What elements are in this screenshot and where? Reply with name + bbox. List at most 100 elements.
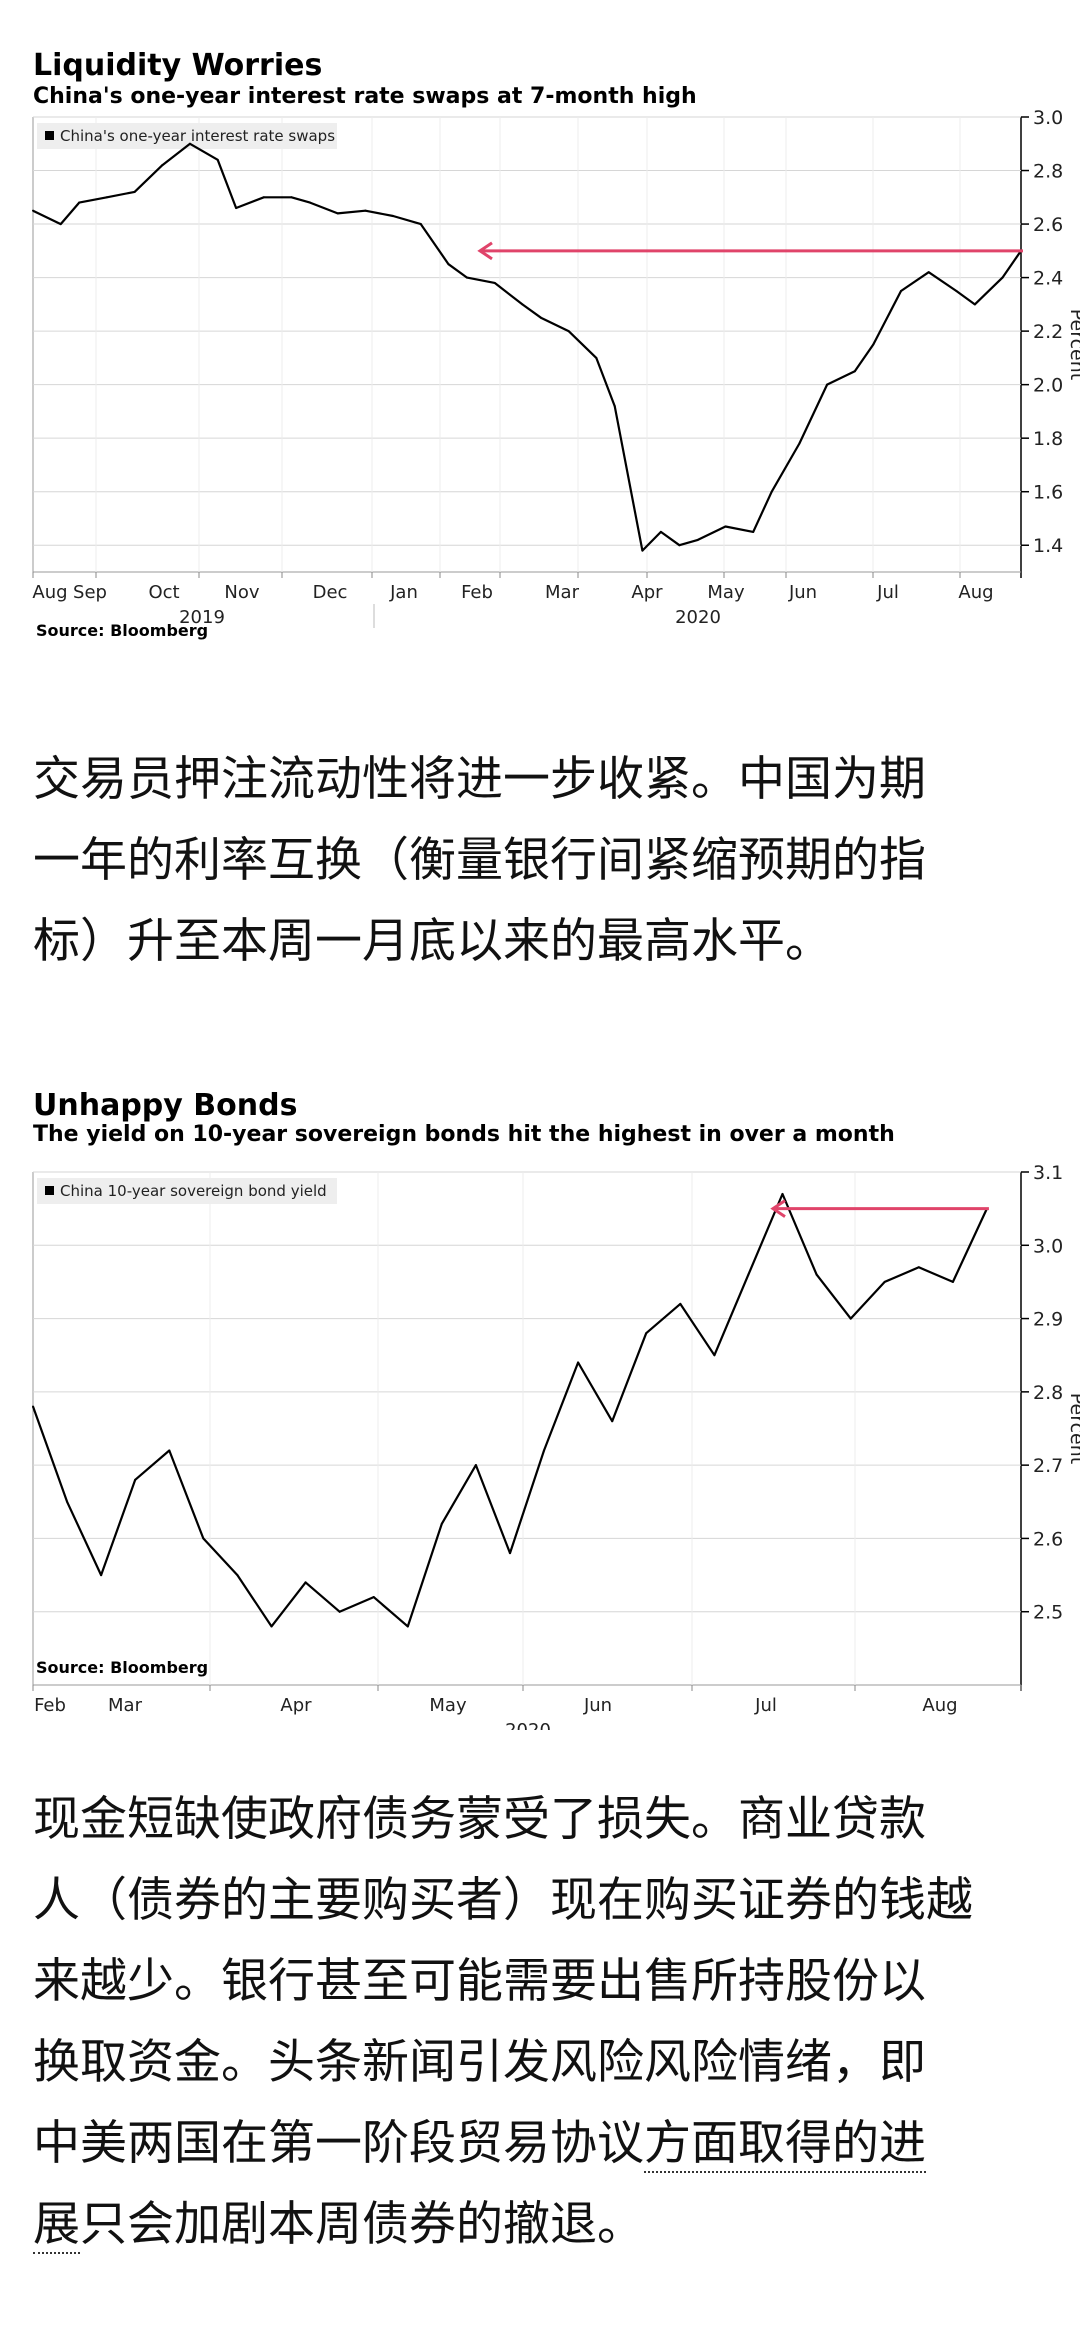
legend-label: China's one-year interest rate swaps [60,127,335,145]
paragraph-text: 中美两国在第一阶段贸易协议 [33,2116,644,2171]
x-tick-label: Sep [73,582,107,603]
paragraph-line: 交易员押注流动性将进一步收紧。中国为期 [33,752,926,807]
paragraph-line: 换取资金。头条新闻引发风险风险情绪，即 [33,2035,926,2090]
x-tick-label: Jul [754,1695,777,1716]
y-tick-label: 3.0 [1033,1235,1063,1257]
x-tick-label: Apr [280,1695,312,1716]
data-point [798,442,801,445]
y-tick-label: 2.9 [1033,1309,1063,1331]
chart-title: Liquidity Worries [33,48,323,83]
y-tick-label: 3.0 [1033,110,1063,129]
article-link[interactable]: 方面取得的进 [644,2116,926,2173]
data-point [493,281,496,284]
data-point [235,207,238,209]
paragraph-line: 展只会加剧本周债券的撤退。 [33,2193,1080,2257]
y-tick-label: 3.1 [1033,1162,1063,1184]
x-tick-label: Apr [631,582,663,603]
data-point [474,1464,477,1467]
y-tick-label: 2.4 [1033,268,1063,290]
paragraph-line: 一年的利率互换（衡量银行间紧缩预期的指 [33,833,926,888]
data-point [659,530,662,533]
x-year-label: 2019 [179,607,225,628]
y-tick-label: 2.7 [1033,1455,1063,1477]
chart-plot-bonds: 3.1 3.0 2.9 2.8 2.7 2.6 2.5 Feb Mar Apr May Jun Jul A… [31,1162,1080,1730]
data-point [262,196,265,199]
data-point [849,1317,852,1320]
x-tick-label: Feb [461,582,493,603]
data-point [747,1273,750,1276]
data-point [406,1625,409,1628]
chart-title: Unhappy Bonds [33,1088,298,1123]
y-tick-label: 1.6 [1033,482,1063,504]
data-point [447,263,450,266]
x-tick-label: May [707,582,745,603]
data-point [713,1354,716,1357]
data-point [32,209,34,212]
x-year-label: 2020 [505,1720,551,1730]
data-point [105,196,108,199]
x-tick-label: Aug [958,582,993,603]
x-tick-label: Feb [34,1695,66,1716]
article-paragraph-1: 交易员押注流动性将进一步收紧。中国为期 一年的利率互换（衡量银行间紧缩预期的指 … [33,748,1080,974]
article-paragraph-2: 现金短缺使政府债务蒙受了损失。商业贷款 人（债券的主要购买者）现在购买证券的钱越… [33,1788,1080,2257]
x-year-label: 2020 [675,607,721,628]
data-point [613,405,616,408]
data-point [188,142,191,145]
data-point [679,1302,682,1305]
data-point [951,1280,954,1283]
data-point [899,289,902,292]
data-point [781,1192,784,1195]
x-tick-label: Dec [313,582,348,603]
legend-box [37,1178,337,1204]
data-point [372,1596,375,1599]
x-tick-label: Aug [922,1695,957,1716]
y-tick-label: 2.8 [1033,161,1063,183]
data-point [304,1581,307,1584]
x-tick-label: Mar [108,1695,143,1716]
x-tick-label: May [429,1695,467,1716]
x-tick-label: Mar [545,582,580,603]
y-axis-title: Percent [1066,1393,1080,1465]
data-point [567,330,570,333]
paragraph-line: 现金短缺使政府债务蒙受了损失。商业贷款 [33,1792,926,1847]
data-point [338,1610,341,1613]
data-point [752,530,755,533]
data-point [290,196,293,199]
data-point [419,223,422,226]
data-point [32,1405,34,1408]
data-point [872,343,875,346]
data-point [853,370,856,373]
data-point [100,1574,103,1577]
x-tick-label: Oct [148,582,179,603]
data-point [543,1449,546,1452]
chart-source: Source: Bloomberg [36,1658,209,1677]
data-point [770,490,773,493]
y-tick-label: 2.0 [1033,375,1063,397]
data-point [59,223,62,226]
data-point [392,215,395,218]
data-point [134,1478,137,1481]
data-point [216,158,219,161]
data-point [508,1552,511,1555]
y-tick-label: 1.4 [1033,535,1063,557]
data-point [309,201,312,204]
y-tick-label: 1.8 [1033,428,1063,450]
data-point [696,538,699,541]
data-point [66,1500,69,1503]
data-point [161,164,164,167]
data-point [595,356,598,359]
chart-subtitle: China's one-year interest rate swaps at … [33,84,697,109]
data-point [917,1266,920,1269]
y-tick-label: 2.5 [1033,1602,1063,1624]
y-tick-label: 2.8 [1033,1382,1063,1404]
y-tick-label: 2.6 [1033,1528,1063,1550]
data-point [1001,276,1004,279]
x-tick-label: Jun [788,582,817,603]
data-point [883,1280,886,1283]
data-point [611,1420,614,1423]
paragraph-line: 标）升至本周一月底以来的最高水平。 [33,914,832,969]
paragraph-line: 来越少。银行甚至可能需要出售所持股份以 [33,1954,926,2009]
data-point [724,525,727,528]
data-point [133,190,136,193]
article-link-continued[interactable]: 展 [33,2197,80,2254]
